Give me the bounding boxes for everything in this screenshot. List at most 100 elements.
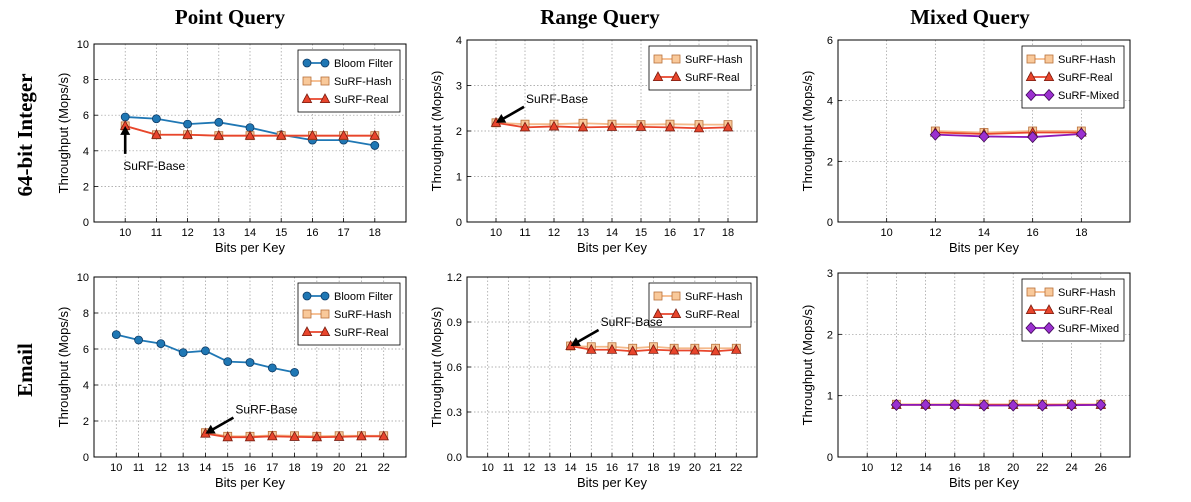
data-point-surf-real	[289, 430, 300, 441]
x-tick-label: 20	[689, 462, 701, 474]
data-point-surf-mixed	[1007, 399, 1019, 412]
data-point-surf-mixed	[978, 130, 990, 143]
x-tick-label: 15	[635, 227, 647, 239]
x-tick-label: 17	[266, 462, 278, 474]
legend: SuRF-Hash SuRF-Real	[648, 45, 752, 91]
data-point-surf-real	[586, 343, 597, 354]
legend-label: SuRF-Real	[334, 94, 388, 106]
x-tick-label: 10	[861, 462, 873, 474]
plot-frame	[837, 39, 1131, 223]
legend-label: SuRF-Hash	[1058, 54, 1115, 66]
data-point-surf-real	[244, 129, 256, 140]
annotation-arrow	[209, 416, 235, 433]
chart-panel-3: 10 12 14 16 18 0 2 4 6 Bits per Key Throughput (Mo…	[800, 35, 1131, 255]
legend-marker	[1025, 304, 1037, 315]
legend-box	[648, 282, 752, 328]
legend-marker	[1043, 88, 1055, 102]
annotation-label: SuRF-Base	[123, 159, 185, 173]
x-tick-label: 21	[355, 462, 367, 474]
data-point-surf-real	[577, 121, 589, 132]
x-axis-label: Bits per Key	[577, 240, 648, 255]
y-tick-label: 0	[83, 452, 89, 464]
x-tick-label: 16	[306, 227, 318, 239]
x-tick-label: 14	[199, 462, 211, 474]
legend-marker	[1044, 54, 1054, 64]
x-tick-label: 12	[155, 462, 167, 474]
data-point-surf-real	[333, 430, 345, 441]
x-tick-label: 14	[564, 462, 576, 474]
legend-marker	[302, 309, 312, 319]
y-axis-label: Throughput (Mops/s)	[56, 307, 71, 428]
y-tick-label: 4	[456, 35, 462, 47]
row-title-64bit-integer: 64-bit Integer	[13, 73, 37, 196]
data-point-bloom-filter	[290, 367, 299, 377]
chart-panel-5: 10 11 12 13 14 15 16 17 18 19 20 21 22 0.0 0.3 0.6 0.9 1.…	[429, 272, 758, 490]
x-tick-label: 11	[519, 227, 530, 239]
legend-box	[648, 45, 752, 91]
row-title-email: Email	[13, 343, 37, 397]
data-point-bloom-filter	[245, 358, 255, 367]
y-tick-label: 2	[456, 126, 462, 138]
legend-label: SuRF-Hash	[334, 309, 391, 321]
y-axis-label: Throughput (Mops/s)	[429, 307, 444, 428]
y-tick-label: 4	[827, 96, 833, 108]
legend-label: SuRF-Hash	[334, 76, 391, 88]
legend-marker	[319, 326, 331, 337]
data-point-bloom-filter	[223, 357, 233, 367]
x-tick-label: 19	[668, 462, 680, 474]
legend-marker	[1025, 321, 1037, 335]
legend-marker	[1026, 287, 1036, 297]
legend-label: Bloom Filter	[334, 58, 393, 70]
legend-marker	[652, 71, 664, 81]
data-point-bloom-filter	[201, 346, 210, 356]
y-tick-label: 3	[456, 81, 462, 93]
data-point-bloom-filter	[151, 114, 161, 124]
chart-panel-4: 10 11 12 13 14 15 16 17 18 19 20 21 22 0 2 4 6 8 10 Bits pe…	[56, 272, 407, 490]
data-point-surf-real	[606, 343, 618, 354]
data-point-bloom-filter	[267, 363, 277, 373]
legend-label: SuRF-Real	[685, 309, 739, 321]
legend-label: SuRF-Real	[1058, 72, 1112, 84]
legend-marker	[301, 93, 313, 103]
legend-label: SuRF-Hash	[1058, 287, 1115, 299]
legend-marker	[320, 309, 330, 319]
x-tick-label: 18	[978, 462, 990, 474]
x-tick-label: 22	[1036, 462, 1048, 474]
y-tick-label: 2	[827, 156, 833, 168]
y-tick-label: 10	[77, 39, 89, 51]
legend-marker	[302, 76, 312, 86]
x-tick-label: 10	[110, 462, 122, 474]
x-tick-label: 15	[222, 462, 234, 474]
data-point-surf-real	[668, 344, 680, 355]
legend: Bloom Filter SuRF-Hash SuRF-Real	[297, 49, 401, 113]
x-tick-label: 18	[1075, 227, 1087, 239]
x-axis-label: Bits per Key	[949, 240, 1020, 255]
x-tick-label: 18	[288, 462, 300, 474]
y-tick-label: 0.3	[447, 407, 462, 419]
legend-marker	[653, 54, 663, 64]
annotation-label: SuRF-Base	[526, 92, 588, 106]
series-line-surf-real	[935, 131, 1082, 135]
legend-label: SuRF-Real	[334, 327, 388, 339]
x-tick-label: 21	[709, 462, 721, 474]
legend-marker	[320, 291, 330, 301]
data-point-surf-real	[311, 431, 323, 442]
x-tick-label: 16	[244, 462, 256, 474]
x-tick-label: 13	[177, 462, 189, 474]
x-tick-label: 18	[647, 462, 659, 474]
x-tick-label: 12	[548, 227, 560, 239]
x-tick-label: 16	[949, 462, 961, 474]
x-tick-label: 12	[181, 227, 193, 239]
x-tick-label: 14	[919, 462, 931, 474]
x-tick-label: 11	[151, 227, 162, 239]
legend-marker	[1026, 54, 1036, 64]
data-point-surf-real	[664, 121, 676, 132]
y-tick-label: 6	[83, 110, 89, 122]
annotation-arrowhead	[570, 337, 581, 346]
legend-marker	[1044, 287, 1054, 297]
y-tick-label: 0.6	[447, 362, 462, 374]
y-axis-label: Throughput (Mops/s)	[800, 71, 815, 192]
data-point-surf-real	[519, 121, 531, 132]
series-line-surf-hash	[935, 130, 1082, 134]
